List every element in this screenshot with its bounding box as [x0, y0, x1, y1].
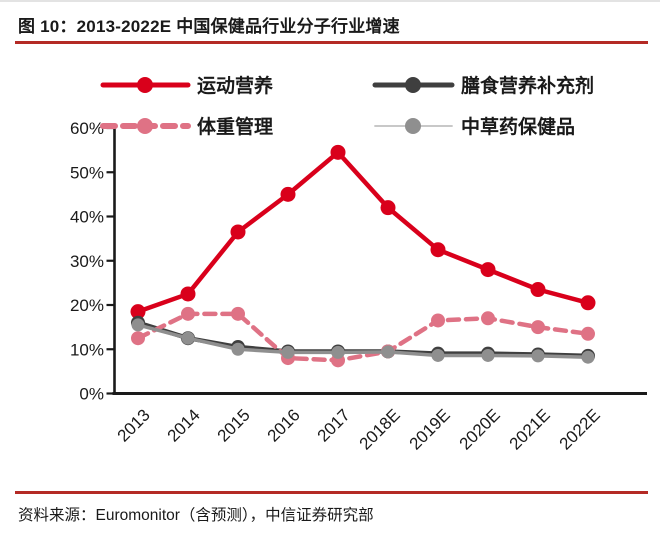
source-note: 资料来源：Euromonitor（含预测），中信证券研究部 [18, 507, 374, 524]
y-tick-label: 0% [79, 385, 104, 404]
chart-axes: 0% 10% 20% 30% 40% 50% 60% 2013 2014 2015 2016 2017… [70, 119, 647, 454]
x-tick-label: 2014 [164, 405, 204, 445]
title-underline [15, 41, 648, 44]
figure-title: 图 10：2013-2022E 中国保健品行业分子行业增速 [18, 17, 400, 36]
legend-label: 膳食营养补充剂 [460, 74, 594, 97]
x-tick-label: 2019E [406, 405, 454, 453]
series-marker-3 [481, 348, 495, 362]
series-marker-2 [181, 306, 195, 321]
x-tick-label: 2015 [214, 405, 254, 445]
series-marker-3 [431, 348, 445, 362]
series-line-2 [135, 311, 591, 363]
legend-marker [405, 118, 421, 134]
x-tick-label: 2013 [114, 405, 154, 445]
series-marker-2 [481, 311, 495, 326]
series-marker-0 [480, 262, 496, 278]
y-tick-label: 50% [70, 163, 104, 182]
series-marker-2 [231, 306, 245, 321]
series-marker-0 [380, 200, 396, 216]
series-marker-2 [131, 331, 145, 346]
series-marker-2 [581, 326, 595, 341]
series-marker-3 [581, 350, 595, 364]
series-marker-0 [330, 144, 346, 160]
legend-item-膳食营养补充剂: 膳食营养补充剂 [372, 74, 594, 97]
x-tick-label: 2021E [506, 405, 554, 453]
series-marker-0 [430, 242, 446, 258]
y-tick-label: 30% [70, 252, 104, 271]
legend-item-运动营养: 运动营养 [100, 74, 273, 97]
top-divider [0, 0, 660, 2]
legend-marker [405, 77, 421, 93]
legend-label: 中草药保健品 [461, 115, 575, 138]
legend-marker [137, 118, 153, 134]
series-marker-3 [131, 318, 145, 332]
series-marker-2 [431, 313, 445, 328]
series-marker-0 [580, 295, 596, 311]
x-tick-label: 2017 [314, 405, 354, 445]
x-tick-label: 2022E [556, 405, 604, 453]
series-marker-0 [530, 282, 546, 298]
legend-item-体重管理: 体重管理 [100, 115, 273, 138]
y-tick-label: 60% [70, 119, 104, 138]
x-tick-label: 2016 [264, 405, 304, 445]
series-marker-0 [230, 224, 246, 240]
series-marker-3 [531, 349, 545, 363]
y-tick-label: 40% [70, 208, 104, 227]
series-marker-3 [381, 345, 395, 359]
legend-item-中草药保健品: 中草药保健品 [374, 115, 575, 138]
y-tick-label: 10% [70, 340, 104, 359]
y-tick-label: 20% [70, 296, 104, 315]
series-marker-3 [231, 342, 245, 356]
series-marker-3 [281, 345, 295, 359]
series-marker-0 [180, 286, 196, 302]
x-tick-label: 2020E [456, 405, 504, 453]
series-marker-3 [331, 345, 345, 359]
footer-divider [15, 491, 648, 494]
series-marker-2 [531, 320, 545, 335]
legend-label: 运动营养 [197, 74, 273, 97]
legend-marker [137, 77, 153, 93]
x-tick-label: 2018E [356, 405, 404, 453]
series-line-0 [135, 150, 591, 314]
chart-series [130, 144, 596, 368]
series-line-3 [136, 323, 590, 359]
series-marker-0 [130, 304, 146, 320]
legend-label: 体重管理 [197, 115, 273, 138]
series-marker-0 [280, 186, 296, 202]
series-marker-3 [181, 331, 195, 345]
